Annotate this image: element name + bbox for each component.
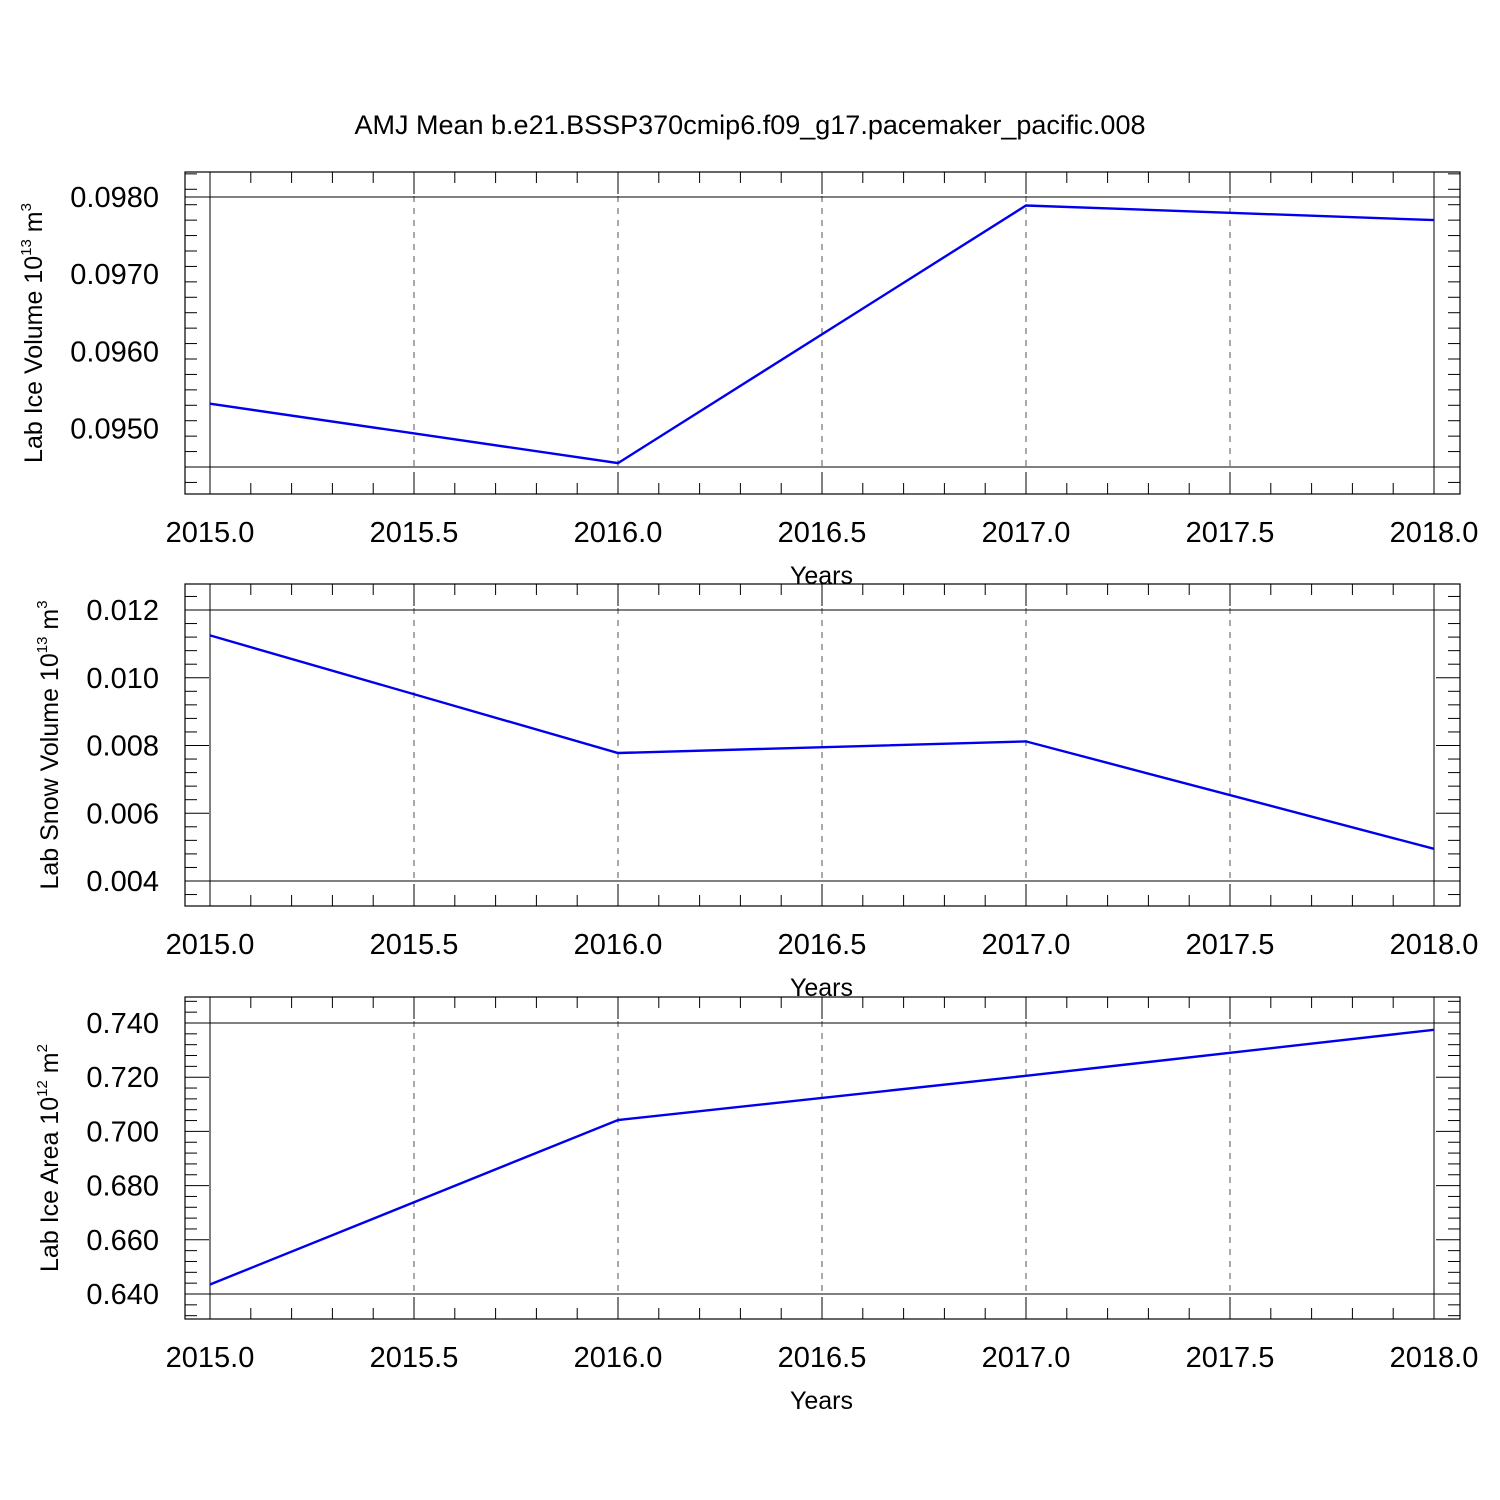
series-line [209,634,1435,850]
x-tick-label: 2017.0 [982,517,1071,549]
x-tick-label: 2016.5 [778,1342,867,1374]
series-line [209,204,1435,465]
x-tick-label: 2017.5 [1186,1342,1275,1374]
y-tick-label: 0.660 [86,1225,159,1257]
x-tick-label: 2016.5 [778,929,867,961]
x-tick-label: 2016.5 [778,517,867,549]
y-tick-label: 0.010 [86,663,159,695]
y-tick-label: 0.0980 [70,182,159,214]
y-axis-label-part: Lab Snow Volume 10 [36,653,64,889]
x-axis-label: Years [790,1387,853,1415]
y-axis-label-superscript: 12 [34,1080,51,1097]
x-tick-label: 2017.0 [982,929,1071,961]
x-tick-label: 2016.0 [574,1342,663,1374]
y-axis-label: Lab Snow Volume 1013 m3 [34,600,64,889]
panel-ice-area: 2015.0 2015.5 2016.0 2016.5 2017.0 2017.5 2018… [34,996,1479,1415]
y-axis-label-part: Lab Ice Area 10 [36,1097,64,1272]
y-axis-label-superscript: 2 [34,1044,51,1052]
y-tick-label: 0.004 [86,866,159,898]
y-axis-label-part: m [36,1052,64,1080]
y-axis-label-part: Lab Ice Volume 10 [20,256,48,463]
y-tick-label: 0.680 [86,1171,159,1203]
x-tick-label: 2015.0 [166,929,255,961]
figure-title: AMJ Mean b.e21.BSSP370cmip6.f09_g17.pace… [355,110,1146,140]
y-tick-label: 0.012 [86,595,159,627]
x-tick-label: 2015.0 [166,1342,255,1374]
y-axis-label-superscript: 13 [18,239,35,256]
y-tick-label: 0.0960 [70,336,159,368]
panel-ice-volume: 2015.0 2015.5 2016.0 2016.5 2017.0 2017.5 2018… [18,171,1479,590]
x-tick-label: 2015.5 [370,1342,459,1374]
x-tick-label: 2016.0 [574,929,663,961]
y-axis-label-part: m [36,609,64,637]
y-tick-label: 0.700 [86,1116,159,1148]
y-tick-label: 0.640 [86,1279,159,1311]
y-axis-label-superscript: 3 [18,203,35,211]
y-tick-label: 0.0950 [70,413,159,445]
x-tick-label: 2017.5 [1186,517,1275,549]
y-axis-label: Lab Ice Volume 1013 m3 [18,203,48,463]
y-tick-label: 0.0970 [70,259,159,291]
y-tick-label: 0.720 [86,1062,159,1094]
panel-snow-volume: 2015.0 2015.5 2016.0 2016.5 2017.0 2017.5 2018… [34,583,1479,1002]
x-tick-label: 2017.5 [1186,929,1275,961]
x-tick-label: 2017.0 [982,1342,1071,1374]
y-axis-label-superscript: 3 [34,600,51,608]
y-tick-label: 0.008 [86,731,159,763]
x-tick-label: 2018.0 [1390,1342,1479,1374]
x-tick-label: 2016.0 [574,517,663,549]
x-tick-label: 2015.5 [370,517,459,549]
y-tick-label: 0.006 [86,798,159,830]
series-line [209,1028,1435,1286]
x-tick-label: 2018.0 [1390,517,1479,549]
y-axis-label-superscript: 13 [34,637,51,654]
x-tick-label: 2015.5 [370,929,459,961]
y-axis-label: Lab Ice Area 1012 m2 [34,1044,64,1272]
x-tick-label: 2018.0 [1390,929,1479,961]
x-tick-label: 2015.0 [166,517,255,549]
y-axis-label-part: m [20,211,48,239]
y-tick-label: 0.740 [86,1008,159,1040]
